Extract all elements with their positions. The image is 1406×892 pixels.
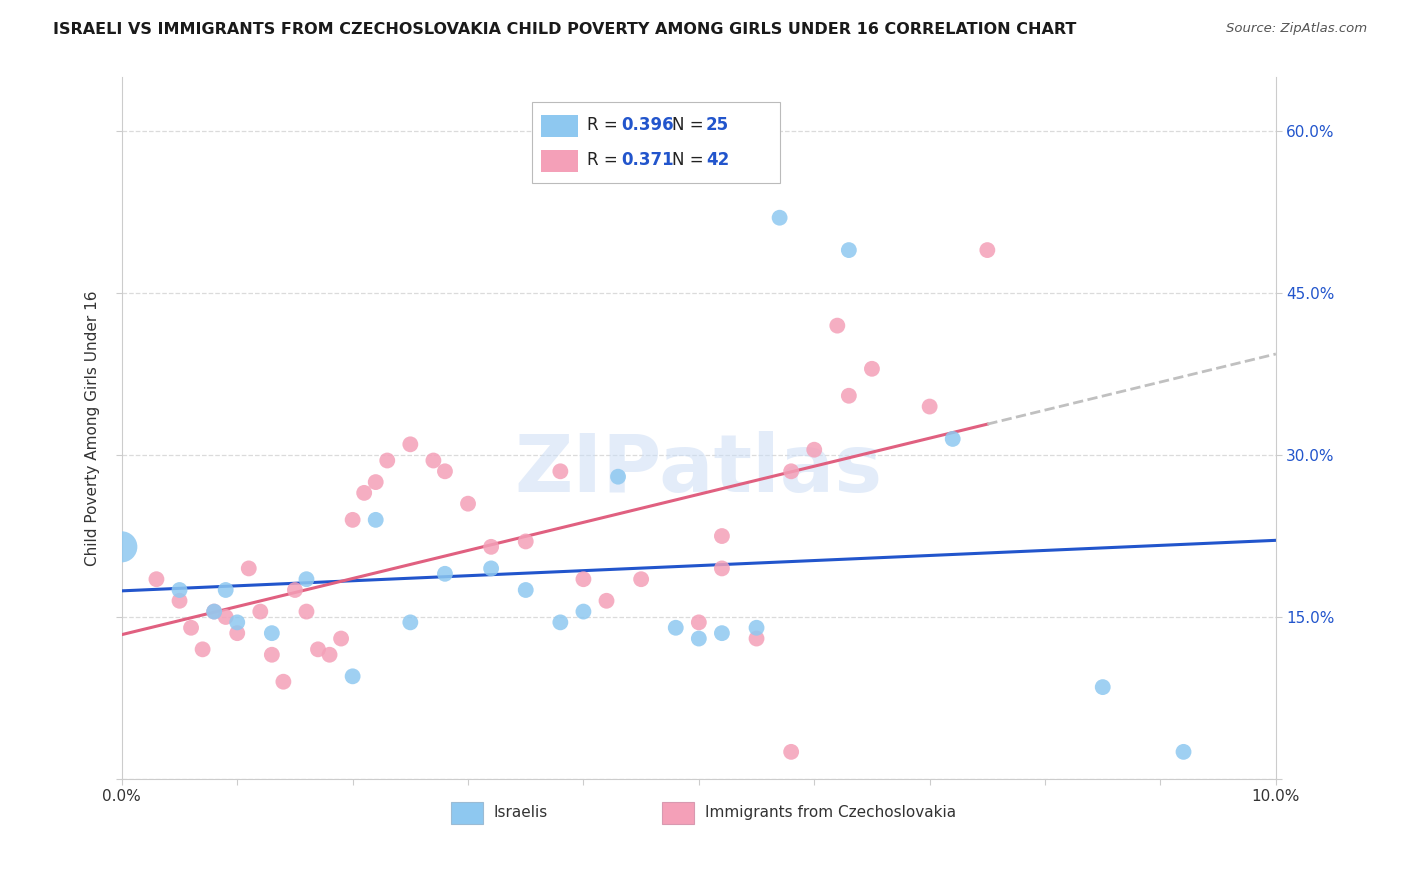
Text: 25: 25 xyxy=(706,116,728,134)
Point xyxy=(688,632,710,646)
Point xyxy=(226,626,249,640)
Text: N =: N = xyxy=(672,152,709,169)
Point xyxy=(375,453,398,467)
FancyBboxPatch shape xyxy=(541,150,578,172)
Point xyxy=(665,621,688,635)
Point xyxy=(479,540,502,554)
Point xyxy=(260,626,283,640)
Point xyxy=(515,582,537,597)
Point xyxy=(433,566,456,581)
Point xyxy=(180,621,202,635)
Point xyxy=(1173,745,1195,759)
Point xyxy=(860,361,883,376)
Point xyxy=(364,475,387,489)
Point xyxy=(215,610,238,624)
Point xyxy=(550,464,572,478)
Point xyxy=(169,594,191,608)
Point xyxy=(745,632,768,646)
Point xyxy=(630,572,652,586)
Point xyxy=(457,497,479,511)
Point xyxy=(827,318,849,333)
Point xyxy=(838,243,860,257)
Point xyxy=(918,400,941,414)
Point xyxy=(215,582,238,597)
Point xyxy=(273,674,295,689)
FancyBboxPatch shape xyxy=(541,114,578,137)
Text: 0.396: 0.396 xyxy=(621,116,673,134)
Point xyxy=(318,648,340,662)
Point xyxy=(111,540,134,554)
Point xyxy=(307,642,329,657)
Text: 42: 42 xyxy=(706,152,728,169)
Text: Immigrants from Czechoslovakia: Immigrants from Czechoslovakia xyxy=(704,805,956,820)
Point xyxy=(710,626,733,640)
Point xyxy=(803,442,825,457)
Point xyxy=(169,582,191,597)
Point xyxy=(780,464,803,478)
Point xyxy=(976,243,998,257)
Point xyxy=(710,529,733,543)
Point xyxy=(745,621,768,635)
Point xyxy=(572,572,595,586)
Point xyxy=(607,469,630,483)
Point xyxy=(1091,680,1114,694)
Text: R =: R = xyxy=(586,152,623,169)
Point xyxy=(479,561,502,575)
Point xyxy=(572,605,595,619)
Point xyxy=(399,437,422,451)
Point xyxy=(238,561,260,575)
Point xyxy=(145,572,167,586)
Point xyxy=(284,582,307,597)
Point xyxy=(688,615,710,630)
Point xyxy=(399,615,422,630)
Text: Israelis: Israelis xyxy=(494,805,548,820)
FancyBboxPatch shape xyxy=(451,802,484,824)
Point xyxy=(433,464,456,478)
Point xyxy=(550,615,572,630)
Point xyxy=(202,605,225,619)
Point xyxy=(364,513,387,527)
Point xyxy=(768,211,790,225)
Point xyxy=(202,605,225,619)
Text: ISRAELI VS IMMIGRANTS FROM CZECHOSLOVAKIA CHILD POVERTY AMONG GIRLS UNDER 16 COR: ISRAELI VS IMMIGRANTS FROM CZECHOSLOVAKI… xyxy=(53,22,1077,37)
Point xyxy=(595,594,617,608)
Point xyxy=(295,605,318,619)
Point xyxy=(342,513,364,527)
Text: R =: R = xyxy=(586,116,623,134)
Point xyxy=(942,432,965,446)
Y-axis label: Child Poverty Among Girls Under 16: Child Poverty Among Girls Under 16 xyxy=(86,291,100,566)
Point xyxy=(330,632,353,646)
Point xyxy=(780,745,803,759)
Point xyxy=(342,669,364,683)
Point xyxy=(515,534,537,549)
Point xyxy=(353,486,375,500)
Point xyxy=(838,389,860,403)
Text: N =: N = xyxy=(672,116,709,134)
Text: ZIPatlas: ZIPatlas xyxy=(515,431,883,509)
Point xyxy=(191,642,214,657)
FancyBboxPatch shape xyxy=(662,802,695,824)
Point xyxy=(422,453,444,467)
Point xyxy=(295,572,318,586)
Point xyxy=(249,605,271,619)
Text: 0.371: 0.371 xyxy=(621,152,673,169)
Point xyxy=(226,615,249,630)
Text: Source: ZipAtlas.com: Source: ZipAtlas.com xyxy=(1226,22,1367,36)
FancyBboxPatch shape xyxy=(531,102,779,183)
Point xyxy=(710,561,733,575)
Point xyxy=(260,648,283,662)
